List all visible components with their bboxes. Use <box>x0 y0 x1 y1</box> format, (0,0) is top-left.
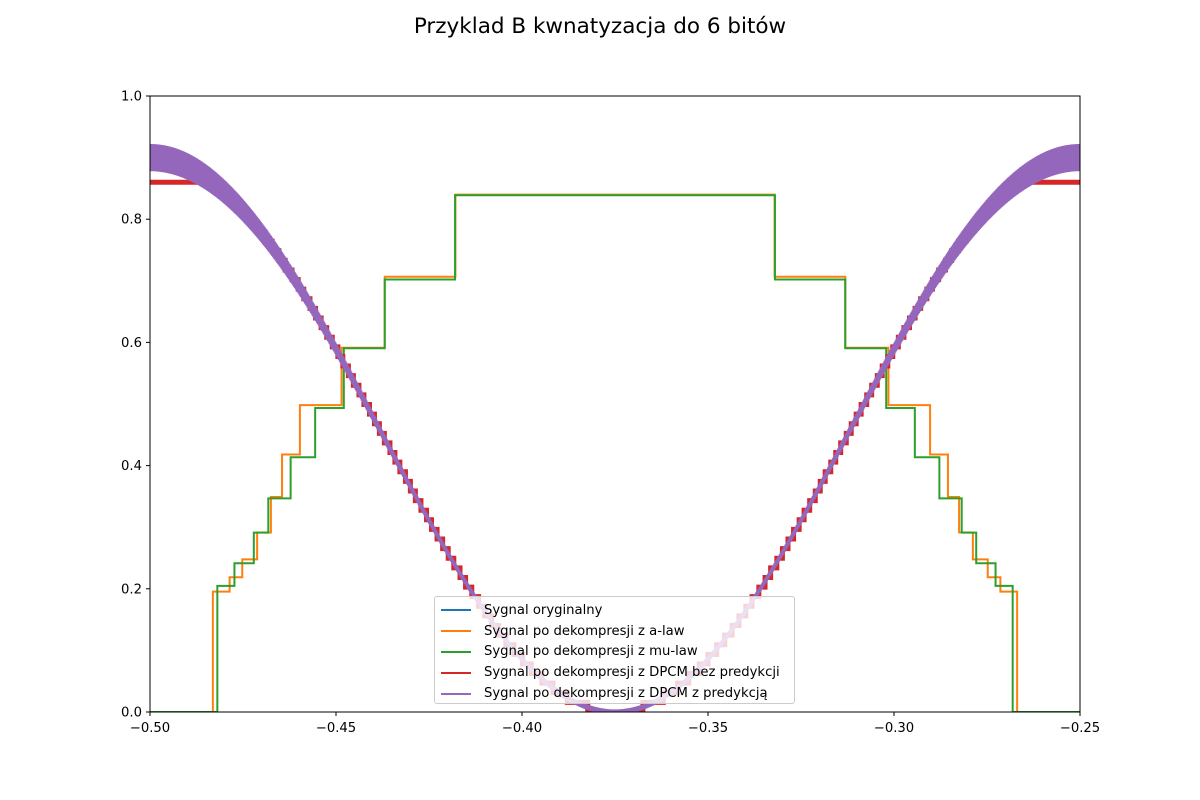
legend-label: Sygnal po dekompresji z DPCM bez predykc… <box>484 665 780 681</box>
series-line-3 <box>150 194 1080 712</box>
y-tick-label: 1.0 <box>121 90 142 105</box>
plot-frame <box>149 95 1081 713</box>
y-tick-label: 0.0 <box>121 706 142 721</box>
legend-swatch <box>441 630 471 633</box>
y-tick-label: 0.6 <box>121 336 142 351</box>
y-tick-label: 0.4 <box>121 459 142 474</box>
series-line-5 <box>150 144 1080 712</box>
legend-swatch <box>441 609 471 612</box>
legend-label: Sygnal po dekompresji z a-law <box>484 623 685 639</box>
x-tick-label: −0.25 <box>1060 721 1100 736</box>
x-tick-label: −0.45 <box>316 721 356 736</box>
legend-label: Sygnal oryginalny <box>484 602 603 618</box>
chart-title: Przyklad B kwnatyzacja do 6 bitów <box>413 14 787 39</box>
legend-item: Sygnal po dekompresji z DPCM bez predykc… <box>435 662 794 683</box>
x-tick-label: −0.40 <box>502 721 542 736</box>
legend-label: Sygnal po dekompresji z DPCM z predykcją <box>484 686 768 702</box>
x-tick-label: −0.50 <box>130 721 170 736</box>
y-tick-label: 0.8 <box>121 213 142 228</box>
legend-item: Sygnal po dekompresji z DPCM z predykcją <box>435 683 794 704</box>
y-tick-label: 0.2 <box>121 582 142 597</box>
legend: Sygnal oryginalny Sygnal po dekompresji z… <box>434 596 795 704</box>
legend-label: Sygnal po dekompresji z mu-law <box>484 644 698 660</box>
x-tick-label: −0.35 <box>688 721 728 736</box>
legend-swatch <box>441 650 471 653</box>
legend-item: Sygnal oryginalny <box>435 600 794 621</box>
legend-item: Sygnal po dekompresji z mu-law <box>435 642 794 663</box>
legend-item: Sygnal po dekompresji z a-law <box>435 621 794 642</box>
legend-swatch <box>441 692 471 695</box>
legend-swatch <box>441 671 471 674</box>
x-tick-label: −0.30 <box>874 721 914 736</box>
